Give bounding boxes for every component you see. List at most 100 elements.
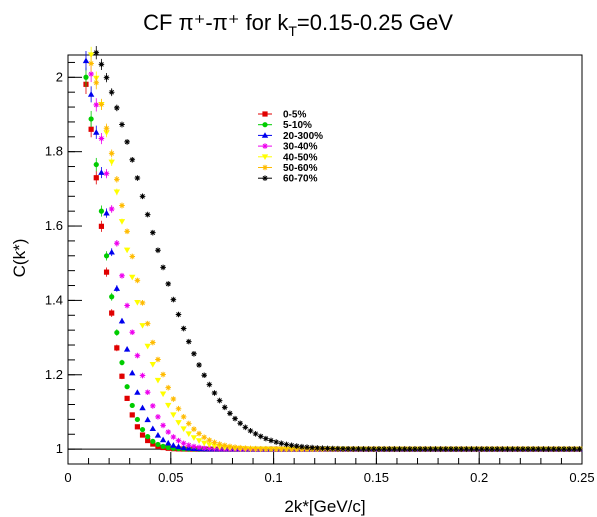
data-point [314, 445, 321, 451]
data-point [504, 446, 511, 452]
data-point [175, 311, 182, 318]
data-point [175, 437, 182, 444]
data-point [371, 446, 377, 452]
data-point [114, 176, 120, 183]
data-point [98, 223, 105, 229]
legend-marker [262, 175, 268, 181]
data-point [108, 150, 115, 157]
data-point [550, 446, 557, 452]
data-point [473, 446, 480, 452]
data-point [149, 425, 157, 432]
data-point [103, 130, 110, 136]
data-point [468, 446, 475, 452]
data-point [103, 209, 110, 216]
data-point [566, 446, 572, 452]
data-point [185, 420, 192, 427]
data-point [93, 161, 99, 168]
data-point [201, 434, 208, 441]
data-point [185, 431, 192, 437]
chart-title: CF π⁺-π⁺ for kT=0.15-0.25 GeV [143, 10, 453, 39]
data-point [576, 446, 583, 452]
data-point [216, 441, 223, 447]
data-point [98, 135, 105, 142]
data-point [93, 49, 100, 56]
data-point [309, 444, 315, 451]
data-point [227, 443, 233, 450]
data-point [340, 445, 346, 452]
y-tick-label: 1.8 [45, 144, 63, 159]
data-point [206, 437, 213, 443]
data-point [545, 446, 552, 452]
data-point [98, 208, 105, 214]
data-point [88, 126, 94, 132]
data-point [360, 446, 367, 452]
data-point [237, 444, 243, 451]
data-point [442, 446, 449, 452]
data-point [489, 446, 495, 452]
legend-marker [262, 164, 268, 171]
legend-marker [261, 132, 269, 138]
data-point [268, 437, 274, 444]
data-point [98, 61, 105, 68]
data-point [185, 442, 192, 449]
data-point [103, 253, 110, 259]
data-point [114, 345, 120, 351]
data-point [118, 317, 126, 324]
data-point [98, 169, 105, 175]
data-point [118, 219, 126, 225]
data-point [463, 446, 470, 452]
data-point [180, 325, 187, 332]
data-point [93, 102, 100, 108]
x-tick-label: 0.1 [265, 470, 283, 485]
data-point [170, 434, 177, 440]
data-point [103, 269, 110, 275]
data-point [283, 446, 290, 452]
data-point [134, 175, 141, 181]
data-point [134, 352, 141, 359]
data-point [119, 373, 125, 379]
data-point [150, 229, 156, 236]
data-point [232, 444, 238, 450]
data-point [83, 74, 89, 80]
data-point [160, 264, 166, 271]
data-point [278, 446, 285, 452]
data-point [165, 384, 172, 391]
data-point [335, 445, 341, 452]
x-tick-label: 0.2 [470, 470, 488, 485]
legend-label: 40-50% [283, 152, 318, 163]
data-point [273, 439, 279, 445]
data-point [159, 436, 167, 443]
data-point [407, 446, 413, 452]
data-point [103, 125, 110, 132]
legend-marker [261, 154, 269, 160]
data-point [288, 446, 295, 452]
data-point [139, 300, 146, 306]
data-point [123, 247, 131, 254]
plot-frame [67, 54, 583, 465]
data-point [129, 253, 136, 260]
y-tick-label: 2 [56, 69, 63, 84]
data-point [484, 446, 490, 452]
data-point [150, 339, 156, 346]
data-point [160, 443, 166, 449]
data-point [201, 445, 208, 451]
data-point [108, 159, 115, 166]
ticks-layer: 0 0.05 0.1 0.15 0.2 0.25 1 1.2 1.4 1.6 1.8 2 [45, 61, 595, 485]
series-60-70% [93, 46, 583, 452]
series-0-5% [83, 74, 583, 452]
data-point [252, 445, 259, 452]
data-point [345, 446, 351, 452]
data-point [180, 426, 187, 433]
data-point [293, 443, 300, 449]
data-point [165, 402, 172, 409]
data-point [196, 362, 202, 368]
data-point [165, 281, 172, 287]
data-point [180, 414, 187, 420]
data-point [180, 444, 187, 451]
data-point [412, 446, 418, 452]
data-point [150, 403, 156, 409]
data-point [119, 202, 125, 209]
data-point [149, 362, 157, 368]
data-point [119, 121, 125, 128]
